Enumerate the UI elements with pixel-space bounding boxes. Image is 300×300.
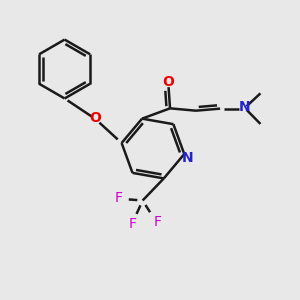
Text: F: F: [153, 215, 161, 229]
Text: O: O: [90, 112, 101, 125]
Text: F: F: [115, 191, 123, 206]
Text: O: O: [163, 75, 175, 89]
Text: F: F: [129, 217, 137, 231]
Text: N: N: [182, 151, 194, 165]
Text: N: N: [239, 100, 250, 115]
